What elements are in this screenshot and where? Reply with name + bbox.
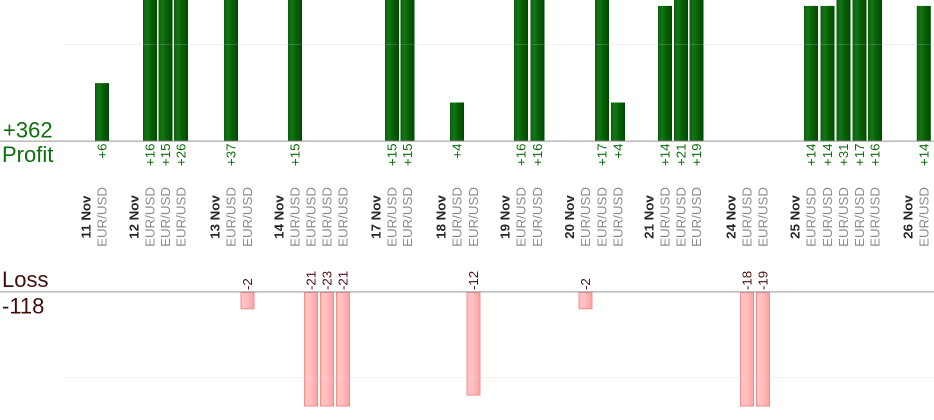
svg-text:13 Nov: 13 Nov: [208, 195, 223, 239]
svg-text:EUR/USD: EUR/USD: [595, 187, 610, 247]
svg-text:+362: +362: [3, 118, 53, 143]
svg-text:EUR/USD: EUR/USD: [868, 187, 883, 247]
svg-text:+37: +37: [224, 144, 239, 167]
svg-text:-118: -118: [2, 294, 44, 319]
svg-text:+17: +17: [852, 144, 867, 167]
svg-text:-2: -2: [240, 278, 255, 290]
svg-text:26 Nov: 26 Nov: [900, 195, 915, 239]
svg-text:+4: +4: [450, 144, 465, 159]
svg-text:EUR/USD: EUR/USD: [158, 187, 173, 247]
svg-text:-19: -19: [756, 271, 771, 290]
svg-text:+14: +14: [804, 144, 819, 167]
svg-text:EUR/USD: EUR/USD: [658, 187, 673, 247]
svg-text:EUR/USD: EUR/USD: [514, 187, 529, 247]
svg-text:-21: -21: [336, 271, 351, 290]
svg-text:EUR/USD: EUR/USD: [240, 187, 255, 247]
svg-text:+26: +26: [174, 144, 189, 167]
svg-text:+4: +4: [611, 144, 626, 159]
svg-text:24 Nov: 24 Nov: [724, 195, 739, 239]
svg-text:EUR/USD: EUR/USD: [143, 187, 158, 247]
svg-text:EUR/USD: EUR/USD: [836, 187, 851, 247]
svg-text:+21: +21: [674, 144, 689, 167]
svg-text:20 Nov: 20 Nov: [562, 195, 577, 239]
svg-text:EUR/USD: EUR/USD: [288, 187, 303, 247]
svg-text:EUR/USD: EUR/USD: [530, 187, 545, 247]
svg-text:+16: +16: [143, 144, 158, 167]
svg-text:+6: +6: [95, 144, 110, 159]
svg-text:+19: +19: [689, 144, 704, 167]
svg-text:+14: +14: [658, 144, 673, 167]
svg-text:Profit: Profit: [2, 142, 53, 167]
svg-text:-18: -18: [740, 271, 755, 290]
svg-text:+16: +16: [514, 144, 529, 167]
svg-text:+17: +17: [595, 144, 610, 167]
svg-text:EUR/USD: EUR/USD: [916, 187, 931, 247]
svg-text:EUR/USD: EUR/USD: [450, 187, 465, 247]
svg-text:12 Nov: 12 Nov: [127, 195, 142, 239]
svg-text:EUR/USD: EUR/USD: [689, 187, 704, 247]
svg-text:EUR/USD: EUR/USD: [304, 187, 319, 247]
svg-text:EUR/USD: EUR/USD: [95, 187, 110, 247]
svg-text:+16: +16: [530, 144, 545, 167]
svg-text:-12: -12: [466, 271, 481, 290]
svg-text:EUR/USD: EUR/USD: [852, 187, 867, 247]
svg-text:EUR/USD: EUR/USD: [578, 187, 593, 247]
svg-text:+15: +15: [385, 144, 400, 167]
svg-text:EUR/USD: EUR/USD: [336, 187, 351, 247]
svg-text:+16: +16: [868, 144, 883, 167]
svg-text:+15: +15: [158, 144, 173, 167]
svg-text:14 Nov: 14 Nov: [272, 195, 287, 239]
svg-text:+31: +31: [836, 144, 851, 167]
svg-text:11 Nov: 11 Nov: [79, 195, 94, 238]
svg-text:EUR/USD: EUR/USD: [320, 187, 335, 247]
svg-text:EUR/USD: EUR/USD: [385, 187, 400, 247]
svg-text:+15: +15: [400, 144, 415, 167]
svg-text:EUR/USD: EUR/USD: [400, 187, 415, 247]
svg-text:18 Nov: 18 Nov: [434, 195, 449, 239]
svg-text:EUR/USD: EUR/USD: [466, 187, 481, 247]
svg-text:21 Nov: 21 Nov: [642, 195, 657, 239]
svg-text:EUR/USD: EUR/USD: [174, 187, 189, 247]
svg-text:EUR/USD: EUR/USD: [224, 187, 239, 247]
svg-text:EUR/USD: EUR/USD: [804, 187, 819, 247]
svg-text:-23: -23: [320, 271, 335, 290]
svg-text:17 Nov: 17 Nov: [369, 195, 384, 239]
svg-text:25 Nov: 25 Nov: [788, 195, 803, 239]
svg-text:-21: -21: [304, 271, 319, 290]
svg-text:19 Nov: 19 Nov: [498, 195, 513, 239]
svg-text:EUR/USD: EUR/USD: [611, 187, 626, 247]
svg-text:+14: +14: [820, 144, 835, 167]
svg-text:EUR/USD: EUR/USD: [674, 187, 689, 247]
svg-text:EUR/USD: EUR/USD: [756, 187, 771, 247]
svg-text:Loss: Loss: [2, 267, 48, 292]
svg-text:+14: +14: [917, 144, 932, 167]
svg-text:EUR/USD: EUR/USD: [740, 187, 755, 247]
svg-text:-2: -2: [578, 278, 593, 290]
svg-text:+15: +15: [288, 144, 303, 167]
svg-text:EUR/USD: EUR/USD: [820, 187, 835, 247]
